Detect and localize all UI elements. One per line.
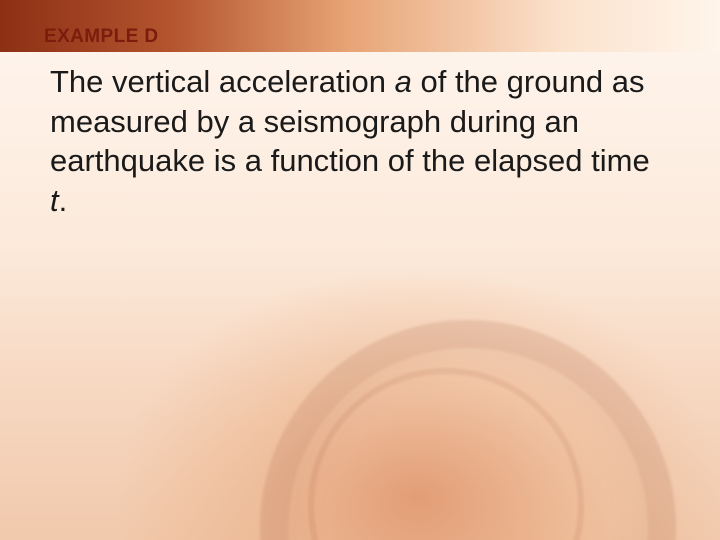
body-paragraph: The vertical acceleration a of the groun… (50, 62, 666, 221)
body-var-a: a (395, 64, 412, 99)
body-seg1: The vertical acceleration (50, 64, 395, 99)
body-var-t: t (50, 183, 59, 218)
example-label: EXAMPLE D (44, 26, 158, 48)
slide: EXAMPLE D The vertical acceleration a of… (0, 0, 720, 540)
body-seg3: . (59, 183, 68, 218)
